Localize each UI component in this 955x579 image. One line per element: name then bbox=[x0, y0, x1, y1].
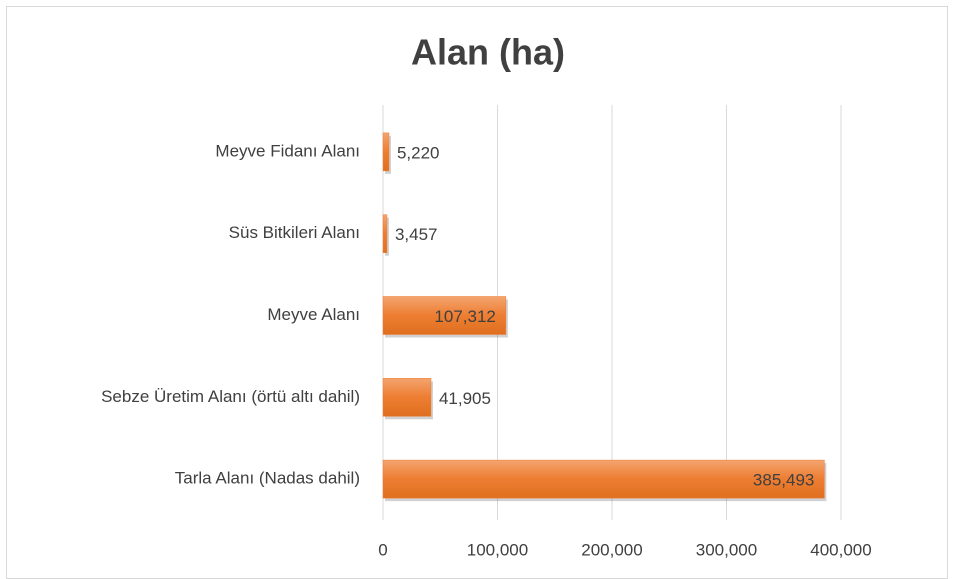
x-tick-label: 100,000 bbox=[467, 540, 528, 559]
y-tick-label: Tarla Alanı (Nadas dahil) bbox=[175, 469, 360, 488]
x-tick-label: 300,000 bbox=[696, 540, 757, 559]
bar bbox=[382, 296, 507, 335]
data-label: 3,457 bbox=[395, 225, 438, 244]
y-tick-label: Meyve Alanı bbox=[267, 305, 360, 324]
y-tick-label: Meyve Fidanı Alanı bbox=[215, 141, 360, 160]
data-label: 107,312 bbox=[434, 307, 495, 326]
y-tick-label: Sebze Üretim Alanı (örtü altı dahil) bbox=[101, 387, 360, 406]
x-tick-label: 400,000 bbox=[810, 540, 871, 559]
data-label: 5,220 bbox=[397, 143, 440, 162]
chart-title: Alan (ha) bbox=[411, 32, 565, 73]
bar bbox=[382, 459, 825, 499]
y-tick-label: Süs Bitkileri Alanı bbox=[229, 223, 360, 242]
x-tick-label: 0 bbox=[378, 540, 387, 559]
bar bbox=[382, 214, 388, 253]
bar bbox=[382, 132, 390, 172]
data-label: 41,905 bbox=[439, 389, 491, 408]
bar bbox=[382, 378, 432, 417]
data-label: 385,493 bbox=[753, 471, 814, 490]
x-tick-label: 200,000 bbox=[581, 540, 642, 559]
